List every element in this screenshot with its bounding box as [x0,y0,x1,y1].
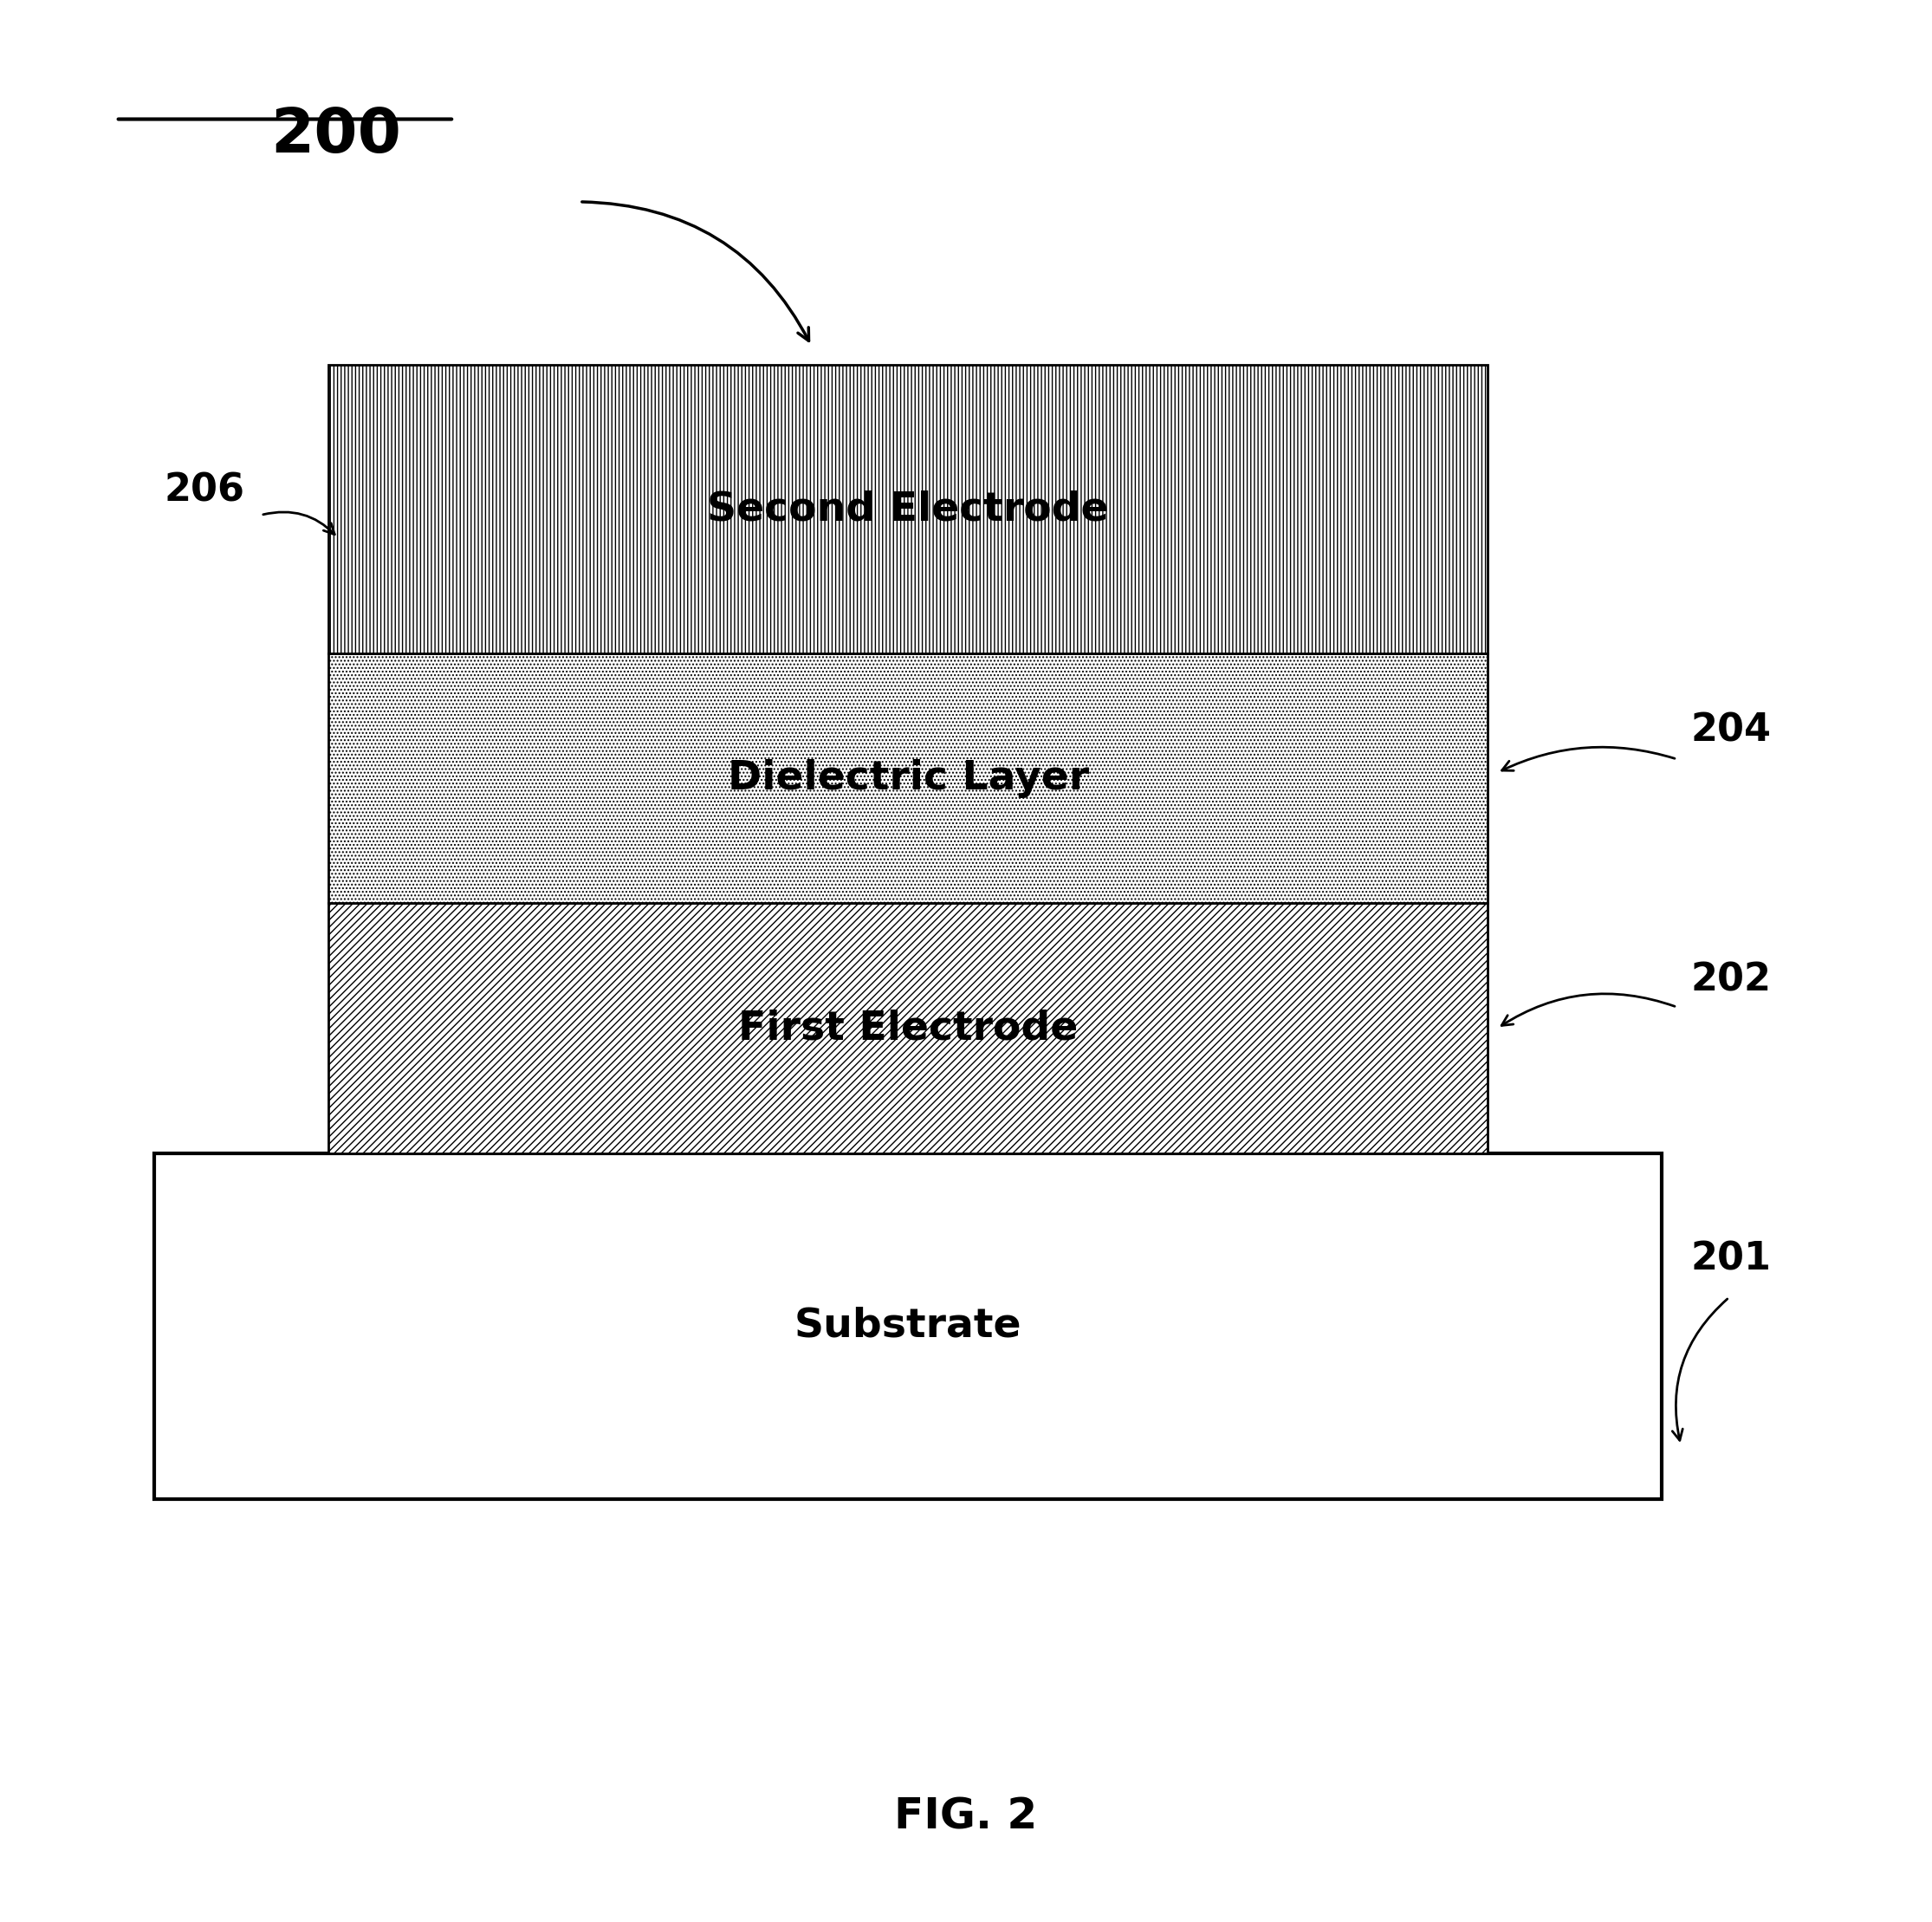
Text: First Electrode: First Electrode [738,1009,1078,1047]
Text: Second Electrode: Second Electrode [707,490,1109,529]
Bar [328,903,1488,1153]
Text: 200: 200 [270,106,402,165]
Bar [155,1153,1662,1499]
Text: Substrate: Substrate [794,1307,1022,1345]
Text: 206: 206 [164,471,245,509]
Text: 202: 202 [1690,961,1772,999]
Bar [328,365,1488,653]
Text: FIG. 2: FIG. 2 [895,1795,1037,1837]
Text: 204: 204 [1690,711,1772,750]
Bar [328,653,1488,903]
Text: Dielectric Layer: Dielectric Layer [726,759,1090,798]
Text: 201: 201 [1690,1240,1772,1278]
